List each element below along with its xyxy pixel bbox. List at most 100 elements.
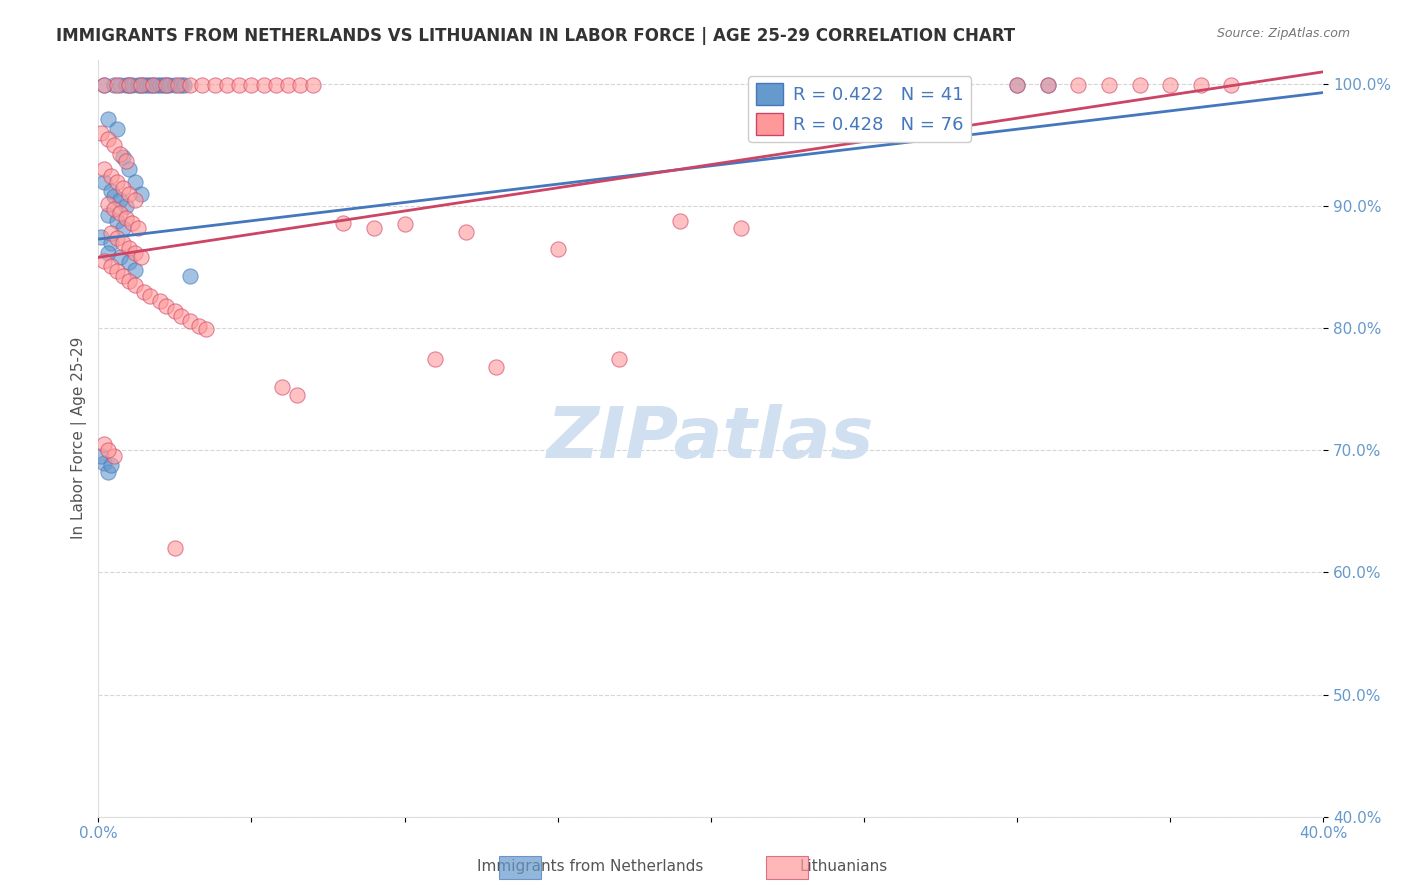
- Point: [170, 78, 193, 93]
- Y-axis label: In Labor Force | Age 25-29: In Labor Force | Age 25-29: [72, 337, 87, 540]
- Point: [155, 78, 177, 93]
- Point: [163, 541, 186, 555]
- Text: Lithuanians: Lithuanians: [800, 859, 887, 874]
- Point: [1128, 78, 1150, 93]
- Point: [118, 78, 141, 93]
- Point: [134, 78, 156, 93]
- Point: [1159, 78, 1181, 93]
- Point: [90, 450, 112, 464]
- Point: [191, 78, 214, 93]
- Point: [124, 262, 146, 277]
- Point: [115, 199, 138, 213]
- Point: [100, 259, 122, 273]
- Point: [118, 255, 141, 269]
- Legend: R = 0.422   N = 41, R = 0.428   N = 76: R = 0.422 N = 41, R = 0.428 N = 76: [748, 76, 972, 142]
- Point: [264, 78, 287, 93]
- Point: [163, 78, 186, 93]
- Point: [170, 309, 193, 323]
- Point: [240, 78, 263, 93]
- Point: [127, 221, 149, 235]
- Point: [1036, 78, 1059, 93]
- Point: [179, 78, 201, 93]
- Point: [108, 251, 131, 265]
- Point: [136, 78, 159, 93]
- Point: [118, 274, 141, 288]
- Text: IMMIGRANTS FROM NETHERLANDS VS LITHUANIAN IN LABOR FORCE | AGE 25-29 CORRELATION: IMMIGRANTS FROM NETHERLANDS VS LITHUANIA…: [56, 27, 1015, 45]
- Point: [124, 245, 146, 260]
- Point: [155, 299, 177, 313]
- Point: [93, 254, 115, 268]
- Point: [103, 138, 125, 153]
- Point: [127, 78, 149, 93]
- Point: [287, 388, 309, 402]
- Point: [253, 78, 276, 93]
- Point: [108, 206, 131, 220]
- Point: [103, 78, 125, 93]
- Point: [93, 162, 115, 177]
- Point: [111, 221, 134, 235]
- Point: [96, 196, 118, 211]
- Point: [204, 78, 226, 93]
- Point: [118, 186, 141, 201]
- Point: [105, 175, 128, 189]
- Point: [145, 78, 167, 93]
- Point: [111, 150, 134, 164]
- Point: [105, 264, 128, 278]
- Point: [149, 294, 172, 309]
- Point: [115, 153, 138, 168]
- Point: [105, 231, 128, 245]
- Point: [105, 122, 128, 136]
- Point: [100, 235, 122, 250]
- Point: [155, 78, 177, 93]
- Point: [332, 216, 354, 230]
- Point: [118, 162, 141, 177]
- Point: [1036, 78, 1059, 93]
- Point: [179, 268, 201, 283]
- Point: [179, 314, 201, 328]
- Point: [129, 251, 152, 265]
- Point: [124, 278, 146, 293]
- Point: [228, 78, 250, 93]
- Point: [100, 169, 122, 183]
- Point: [163, 304, 186, 318]
- Point: [139, 78, 162, 93]
- Point: [188, 318, 211, 333]
- Text: ZIPatlas: ZIPatlas: [547, 403, 875, 473]
- Point: [149, 78, 172, 93]
- Point: [96, 245, 118, 260]
- Point: [96, 112, 118, 127]
- Point: [103, 202, 125, 216]
- Point: [111, 268, 134, 283]
- Point: [152, 78, 174, 93]
- Point: [111, 181, 134, 195]
- Point: [93, 175, 115, 189]
- Point: [105, 213, 128, 227]
- Point: [1005, 78, 1028, 93]
- Point: [301, 78, 323, 93]
- Point: [1220, 78, 1243, 93]
- Point: [115, 78, 138, 93]
- Point: [108, 78, 131, 93]
- Point: [290, 78, 312, 93]
- Point: [271, 380, 294, 394]
- Point: [454, 225, 477, 239]
- Point: [363, 221, 385, 235]
- Point: [115, 211, 138, 226]
- Point: [100, 226, 122, 240]
- Point: [108, 146, 131, 161]
- Point: [425, 351, 447, 366]
- Point: [730, 221, 752, 235]
- Point: [105, 78, 128, 93]
- Point: [96, 208, 118, 222]
- Point: [669, 213, 692, 227]
- Point: [129, 78, 152, 93]
- Point: [277, 78, 299, 93]
- Point: [173, 78, 195, 93]
- Point: [1189, 78, 1212, 93]
- Point: [103, 450, 125, 464]
- Point: [96, 465, 118, 479]
- Point: [142, 78, 165, 93]
- Point: [93, 456, 115, 470]
- Point: [93, 437, 115, 451]
- Point: [124, 175, 146, 189]
